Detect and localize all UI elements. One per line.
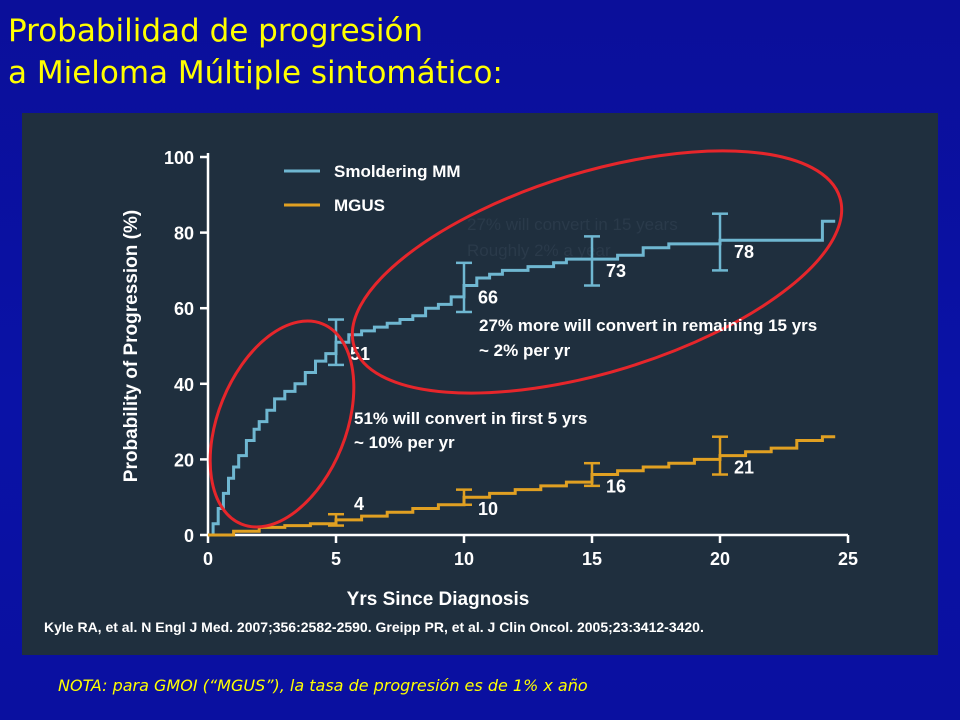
slide-title: Probabilidad de progresión a Mieloma Múl… [8,10,503,94]
x-axis-label: Yrs Since Diagnosis [347,589,530,610]
y-tick-label-0: 0 [184,526,194,546]
y-tick-label-100: 100 [164,148,194,168]
annotation-first-5-yrs-line-2: ~ 10% per yr [354,433,455,452]
point-label-smm-15: 73 [606,261,626,281]
point-label-mgus-15: 16 [606,477,626,497]
x-tick-label-25: 25 [838,549,858,569]
error-bars-group [328,212,728,527]
point-label-mgus-5: 4 [354,494,364,514]
series-line-mgus [208,435,836,537]
progression-chart: 27% will convert in 15 years Roughly 2% a… [44,148,858,635]
x-tick-label-20: 20 [710,549,730,569]
x-tick-label-10: 10 [454,549,474,569]
slide-title-line-1: Probabilidad de progresión [8,13,424,49]
faint-overlay-text-group: 27% will convert in 15 years Roughly 2% a… [467,215,678,260]
axes-group: 0 20 40 60 80 100 0 5 10 15 20 25 Yrs Since Diagnosi… [121,148,858,610]
x-tick-label-5: 5 [331,549,341,569]
y-tick-label-20: 20 [174,450,194,470]
annotation-remaining-15-yrs-line-2: ~ 2% per yr [479,341,571,360]
citation-text: Kyle RA, et al. N Engl J Med. 2007;356:2… [44,619,704,635]
highlight-ellipse-first-5-yrs [208,319,356,529]
y-tick-label-80: 80 [174,224,194,244]
annotation-first-5-yrs-line-1: 51% will convert in first 5 yrs [354,409,587,428]
annotation-remaining-15-yrs-line-1: 27% more will convert in remaining 15 yr… [479,316,817,335]
legend-label-smoldering-mm: Smoldering MM [334,162,461,181]
y-axis-label: Probability of Progression (%) [121,210,142,482]
annotations-group: 51% will convert in first 5 yrs ~ 10% per… [354,316,817,452]
footnote: NOTA: para GMOI (“MGUS”), la tasa de pro… [58,676,588,695]
y-tick-label-40: 40 [174,375,194,395]
faint-overlay-line-2: Roughly 2% a year [467,241,611,260]
legend-group: Smoldering MM MGUS [284,162,461,215]
point-label-mgus-20: 21 [734,458,754,478]
point-label-smm-20: 78 [734,242,754,262]
x-tick-label-0: 0 [203,549,213,569]
highlight-ellipse-remaining-15-yrs [350,149,844,395]
highlight-ellipses-group [208,149,844,529]
legend-label-mgus: MGUS [334,196,385,215]
series-group [208,219,836,537]
point-label-mgus-10: 10 [478,499,498,519]
x-tick-label-15: 15 [582,549,602,569]
y-tick-label-60: 60 [174,299,194,319]
faint-overlay-line-1: 27% will convert in 15 years [467,215,678,234]
slide-title-line-2: a Mieloma Múltiple sintomático: [8,55,503,91]
chart-panel: 27% will convert in 15 years Roughly 2% a… [22,113,938,655]
point-label-smm-10: 66 [478,288,498,308]
series-line-smoldering-mm [208,219,836,537]
